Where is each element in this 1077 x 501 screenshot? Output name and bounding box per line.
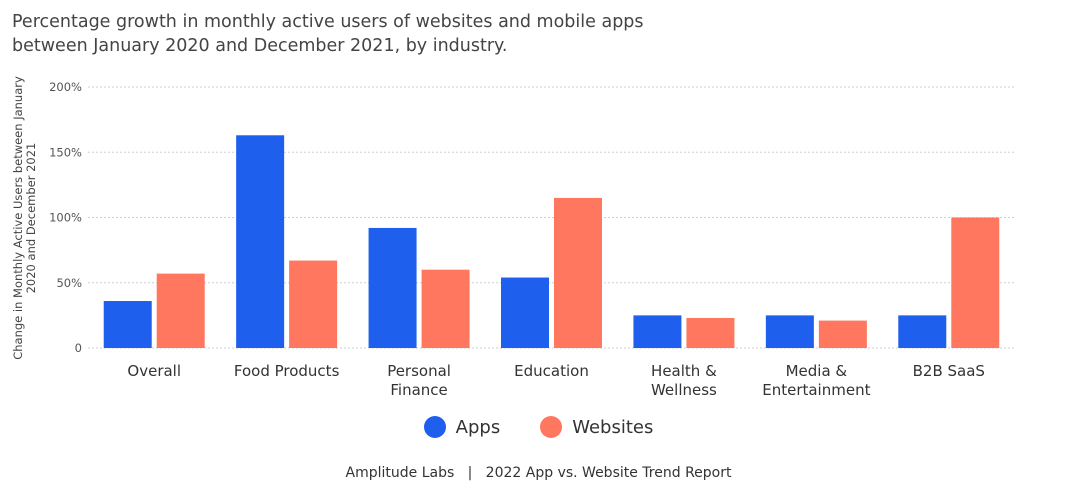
y-tick-label: 200% bbox=[49, 80, 82, 94]
bar-websites bbox=[421, 269, 470, 348]
y-tick-label: 150% bbox=[49, 145, 82, 159]
x-tick-label: Media & bbox=[786, 362, 848, 380]
x-tick-label: Education bbox=[514, 362, 589, 380]
x-tick-label: Health & bbox=[651, 362, 717, 380]
websites-swatch bbox=[540, 416, 563, 438]
legend-label-apps: Apps bbox=[455, 416, 501, 438]
bar-apps bbox=[898, 315, 947, 348]
legend-item-apps: Apps bbox=[423, 416, 501, 438]
bar-websites bbox=[156, 273, 205, 348]
y-axis-label: Change in Monthly Active Users between J… bbox=[11, 76, 38, 360]
bar-apps bbox=[368, 227, 417, 348]
apps-swatch bbox=[423, 416, 446, 438]
legend-label-websites: Websites bbox=[572, 416, 654, 438]
bar-chart: 0 50% 100% 150% 200% Change in Monthly Active… bbox=[11, 76, 1015, 399]
x-tick-label: Finance bbox=[390, 381, 447, 399]
bar-websites bbox=[951, 217, 1000, 348]
y-tick-label: 0 bbox=[75, 341, 82, 355]
bar-apps bbox=[633, 315, 682, 348]
legend-item-websites: Websites bbox=[540, 416, 653, 438]
x-tick-label: Wellness bbox=[651, 381, 717, 399]
bar-apps bbox=[103, 301, 152, 348]
x-tick-label: B2B SaaS bbox=[913, 362, 985, 380]
y-tick-label: 50% bbox=[56, 276, 82, 290]
x-tick-label: Personal bbox=[387, 362, 451, 380]
legend: Apps Websites bbox=[0, 416, 1077, 438]
x-tick-label: Overall bbox=[127, 362, 181, 380]
x-tick-label: Food Products bbox=[234, 362, 340, 380]
x-tick-label: Entertainment bbox=[762, 381, 870, 399]
bar-websites bbox=[554, 197, 602, 348]
bar-websites bbox=[686, 317, 735, 348]
bar-apps bbox=[765, 315, 814, 348]
footer-source: Amplitude Labs | 2022 App vs. Website Tr… bbox=[345, 465, 732, 481]
bar-apps bbox=[501, 277, 549, 348]
bar-websites bbox=[818, 320, 867, 348]
bar-apps bbox=[236, 135, 285, 348]
bar-websites bbox=[289, 260, 338, 348]
chart-title: Percentage growth in monthly active user… bbox=[12, 12, 644, 56]
y-tick-label: 100% bbox=[49, 211, 82, 225]
